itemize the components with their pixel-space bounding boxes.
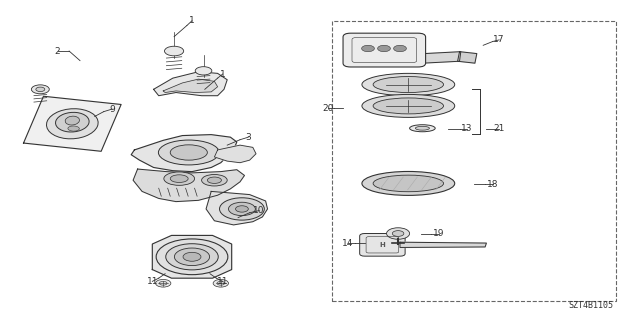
Polygon shape: [206, 191, 268, 225]
Text: 3: 3: [246, 133, 251, 142]
Text: 1: 1: [220, 70, 225, 78]
Circle shape: [36, 87, 45, 92]
Ellipse shape: [228, 202, 255, 216]
Polygon shape: [152, 235, 232, 278]
Polygon shape: [458, 52, 477, 63]
Ellipse shape: [56, 112, 89, 132]
Ellipse shape: [373, 98, 444, 114]
Circle shape: [213, 279, 228, 287]
Ellipse shape: [174, 248, 210, 265]
Circle shape: [394, 45, 406, 52]
Text: 11: 11: [217, 277, 228, 286]
Text: 11: 11: [147, 277, 158, 286]
Ellipse shape: [207, 177, 221, 183]
Ellipse shape: [65, 116, 79, 125]
Polygon shape: [362, 52, 461, 66]
Text: H: H: [380, 242, 385, 248]
Text: 9: 9: [109, 105, 115, 114]
Ellipse shape: [362, 172, 455, 195]
Text: 10: 10: [253, 206, 265, 215]
Ellipse shape: [362, 73, 455, 96]
Text: 13: 13: [461, 124, 473, 133]
Polygon shape: [400, 242, 486, 248]
FancyBboxPatch shape: [360, 234, 405, 256]
Bar: [332, 21, 616, 301]
Ellipse shape: [220, 198, 264, 220]
Circle shape: [217, 281, 225, 285]
Polygon shape: [133, 169, 244, 202]
Ellipse shape: [236, 206, 248, 212]
Text: SZT4B1105: SZT4B1105: [568, 301, 613, 310]
Ellipse shape: [183, 252, 201, 261]
Text: 1: 1: [189, 16, 195, 25]
Text: 17: 17: [493, 35, 505, 44]
Ellipse shape: [170, 175, 188, 182]
Text: 19: 19: [433, 229, 445, 238]
Ellipse shape: [47, 109, 98, 139]
Circle shape: [387, 228, 410, 239]
Text: 20: 20: [322, 104, 333, 113]
Ellipse shape: [156, 239, 228, 275]
Ellipse shape: [373, 175, 444, 192]
Polygon shape: [24, 96, 121, 151]
Ellipse shape: [202, 174, 227, 186]
Text: 18: 18: [487, 180, 499, 189]
Circle shape: [156, 279, 171, 287]
Text: 14: 14: [342, 239, 353, 248]
Text: 21: 21: [493, 124, 505, 133]
Circle shape: [31, 85, 49, 94]
Text: 2: 2: [55, 47, 60, 56]
Polygon shape: [131, 135, 237, 172]
Ellipse shape: [410, 125, 435, 132]
Ellipse shape: [170, 145, 207, 160]
Polygon shape: [163, 79, 218, 93]
Ellipse shape: [158, 140, 219, 165]
Circle shape: [362, 45, 374, 52]
Ellipse shape: [415, 126, 429, 130]
Ellipse shape: [373, 77, 444, 93]
FancyBboxPatch shape: [343, 33, 426, 67]
Ellipse shape: [166, 244, 218, 270]
Ellipse shape: [68, 126, 79, 131]
Circle shape: [159, 281, 167, 285]
Polygon shape: [154, 72, 227, 96]
Circle shape: [195, 67, 212, 75]
Circle shape: [164, 46, 184, 56]
Circle shape: [378, 45, 390, 52]
Circle shape: [392, 231, 404, 236]
Ellipse shape: [164, 172, 195, 185]
Polygon shape: [214, 145, 256, 163]
Ellipse shape: [362, 94, 455, 117]
